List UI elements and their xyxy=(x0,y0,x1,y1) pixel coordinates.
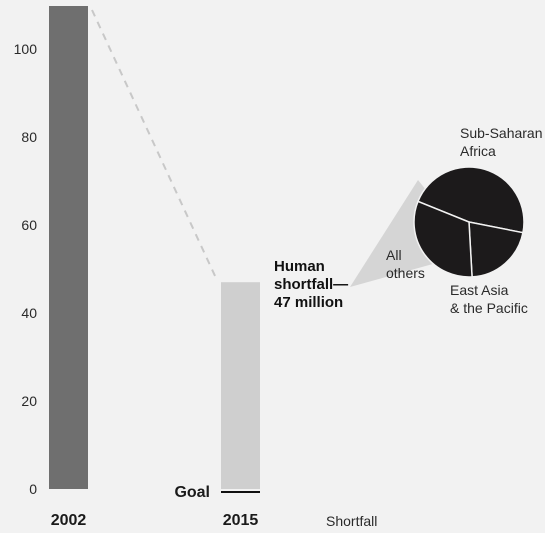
shortfall-axis-label: Shortfall xyxy=(326,513,377,529)
shortfall-label-line-3: 47 million xyxy=(274,294,343,311)
bar-2015 xyxy=(221,282,260,489)
shortfall-label-line-1: Human xyxy=(274,258,325,275)
trend-dashed-line xyxy=(91,9,218,281)
shortfall-label-line-2: shortfall— xyxy=(274,276,348,293)
pie-label-ssa-line-2: Africa xyxy=(460,143,496,159)
y-tick-label-1: 20 xyxy=(21,393,37,409)
y-tick-label-2: 40 xyxy=(21,305,37,321)
category-label-2002: 2002 xyxy=(51,512,87,529)
y-axis-ticks: 0 20 40 60 80 100 xyxy=(14,41,38,497)
y-tick-label-3: 60 xyxy=(21,217,37,233)
pie-slice-all-others xyxy=(413,200,473,278)
category-label-2015: 2015 xyxy=(223,512,259,529)
pie-label-eap-line-2: & the Pacific xyxy=(450,300,528,316)
pie-label-ssa-line-1: Sub-Saharan xyxy=(460,125,543,141)
pie-label-others-line-2: others xyxy=(386,265,425,281)
goal-label: Goal xyxy=(174,484,210,501)
bar-2002 xyxy=(49,6,88,489)
pie-slice-sub-saharan-africa xyxy=(417,166,525,234)
pie-label-others-line-1: All xyxy=(386,247,402,263)
y-tick-label-0: 0 xyxy=(29,481,37,497)
pie-slice-east-asia-pacific xyxy=(468,221,524,278)
y-tick-label-4: 80 xyxy=(21,129,37,145)
pie-label-eap-line-1: East Asia xyxy=(450,282,509,298)
breakdown-pie xyxy=(413,166,525,278)
y-tick-label-5: 100 xyxy=(14,41,38,57)
